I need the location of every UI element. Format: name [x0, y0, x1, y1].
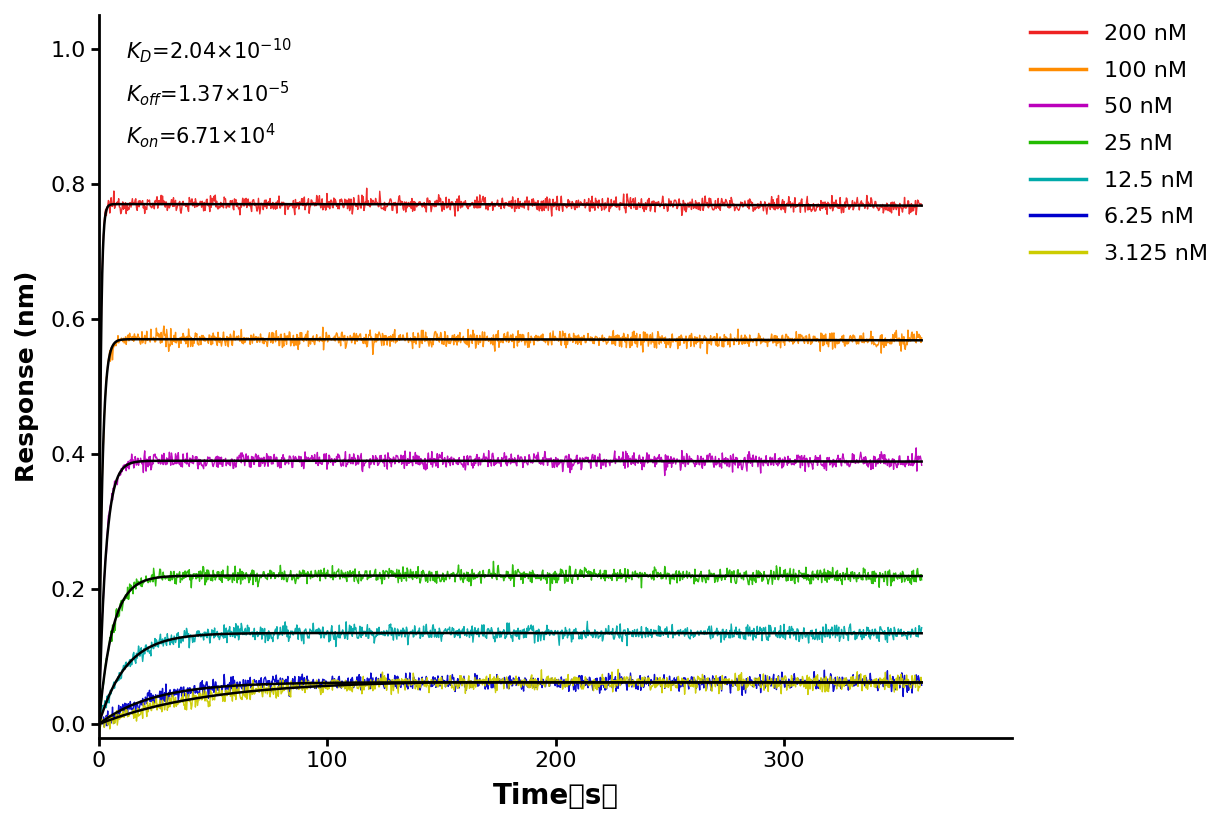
Y-axis label: Response (nm): Response (nm) — [15, 271, 39, 482]
X-axis label: Time（s）: Time（s） — [493, 782, 618, 810]
Text: $K_D$=2.04×10$^{-10}$
$K_{off}$=1.37×10$^{-5}$
$K_{on}$=6.71×10$^{4}$: $K_D$=2.04×10$^{-10}$ $K_{off}$=1.37×10$… — [126, 36, 292, 150]
Legend: 200 nM, 100 nM, 50 nM, 25 nM, 12.5 nM, 6.25 nM, 3.125 nM: 200 nM, 100 nM, 50 nM, 25 nM, 12.5 nM, 6… — [1021, 15, 1216, 273]
